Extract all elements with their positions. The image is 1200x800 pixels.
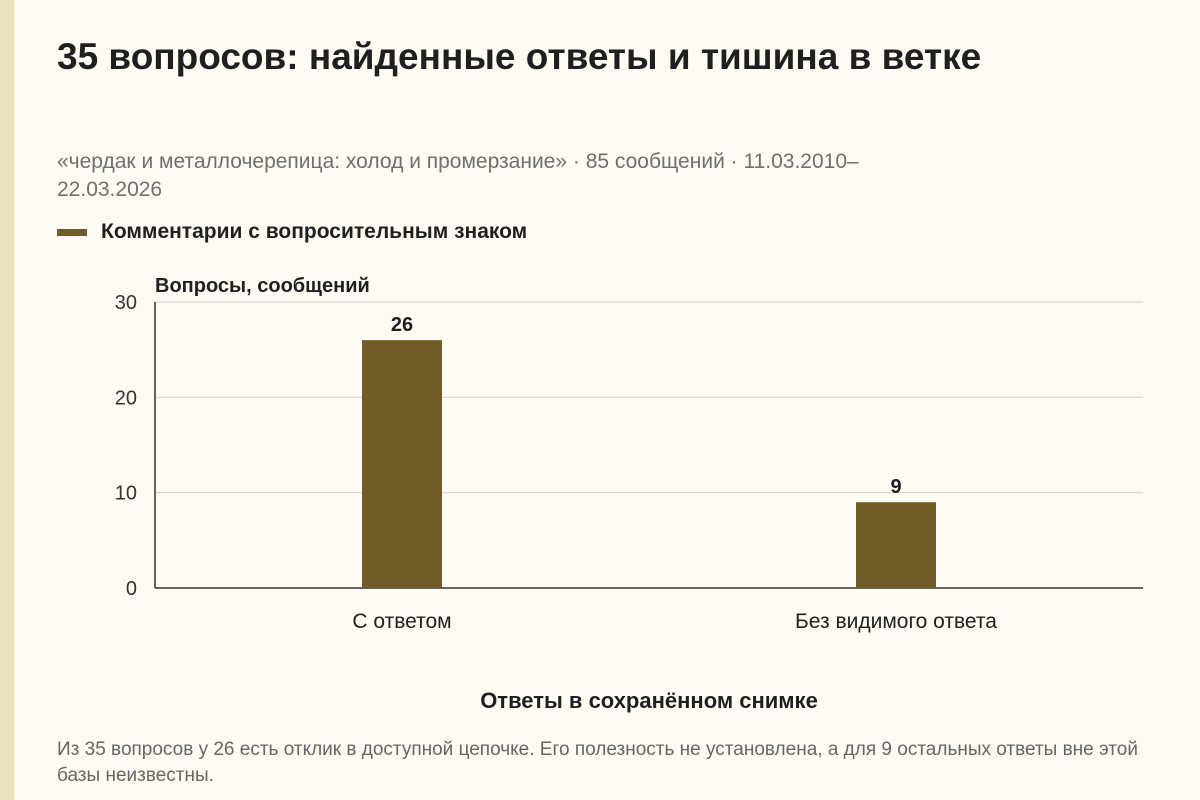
data-label: 9 xyxy=(890,476,901,498)
chart-caption: Из 35 вопросов у 26 есть отклик в доступ… xyxy=(57,739,1138,786)
chart-legend: Комментарии с вопросительным знаком xyxy=(57,220,527,244)
chart-subtitle: «чердак и металлочерепица: холод и проме… xyxy=(57,150,859,201)
page-title: 35 вопросов: найденные ответы и тишина в… xyxy=(57,36,982,77)
y-tick-label: 10 xyxy=(115,483,137,505)
bar-2 xyxy=(856,502,936,588)
y-axis-title: Вопросы, сообщений xyxy=(155,275,370,297)
legend-swatch xyxy=(57,228,87,236)
x-tick-label: Без видимого ответа xyxy=(795,610,997,633)
left-accent-stripe xyxy=(0,0,14,800)
y-tick-label: 30 xyxy=(115,292,137,314)
x-tick-label: С ответом xyxy=(352,610,451,633)
bar-1 xyxy=(362,340,442,588)
data-label: 26 xyxy=(391,314,413,336)
y-tick-label: 20 xyxy=(115,387,137,409)
y-tick-label: 0 xyxy=(126,578,137,600)
x-axis-title: Ответы в сохранённом снимке xyxy=(480,688,818,713)
legend-label: Комментарии с вопросительным знаком xyxy=(101,220,528,243)
